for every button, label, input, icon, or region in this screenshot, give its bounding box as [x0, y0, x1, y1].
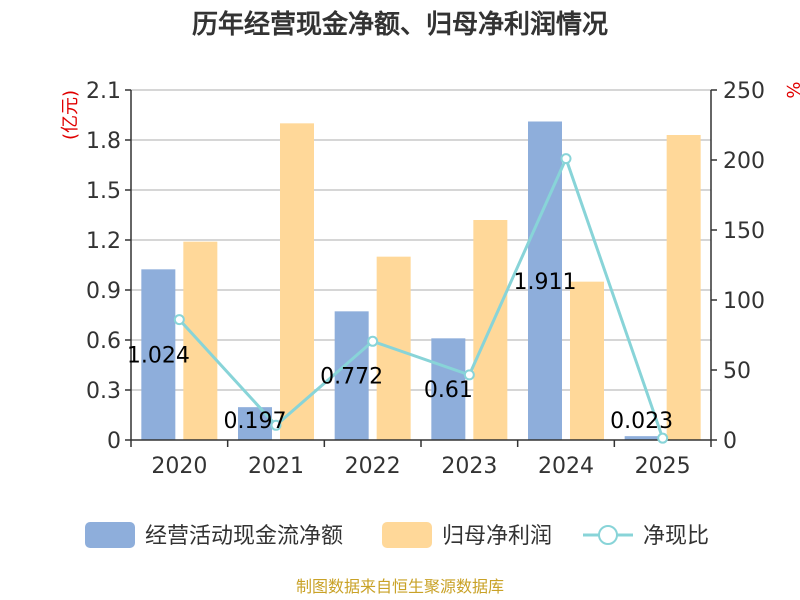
left-tick-label-3: 0.9 — [86, 279, 121, 304]
source-footer: 制图数据来自恒生聚源数据库 — [296, 577, 504, 596]
x-tick-label-2023: 2023 — [441, 454, 497, 479]
ratio-line — [178, 154, 665, 439]
cash-flow-label-2025: 0.023 — [610, 409, 673, 434]
net-profit-bar-2021 — [280, 123, 314, 440]
right-tick-label-4: 200 — [723, 149, 765, 174]
cash-flow-bar-2023 — [431, 338, 466, 440]
ratio-line-group — [173, 153, 669, 444]
left-tick-label-0: 0 — [107, 429, 121, 454]
cash-flow-label-2022: 0.772 — [320, 365, 383, 390]
cash-flow-bar-2020 — [141, 269, 176, 440]
cash-flow-bar-2025 — [624, 436, 659, 440]
bars-group — [141, 121, 701, 440]
legend-swatch-ratio-marker — [598, 525, 618, 545]
cash-flow-bar-2022 — [334, 311, 369, 440]
cash-flow-bar-2024 — [528, 121, 562, 440]
cash-flow-label-2021: 0.197 — [224, 409, 287, 434]
ratio-point-2024 — [560, 153, 572, 165]
ratio-point-2021 — [270, 419, 282, 431]
x-tick-label-2024: 2024 — [538, 454, 594, 479]
legend-swatch-net-profit — [382, 522, 432, 548]
data-labels-group: 1.024 0.197 0.772 0.61 1.911 0.023 — [127, 270, 673, 434]
right-axis-unit: % — [782, 81, 800, 98]
right-tick-label-0: 0 — [723, 429, 737, 454]
left-tick-label-4: 1.2 — [86, 229, 121, 254]
legend-label-cash-flow: 经营活动现金流净额 — [145, 524, 343, 549]
left-tick-label-1: 0.3 — [86, 379, 121, 404]
left-tick-label-2: 0.6 — [86, 329, 121, 354]
cash-flow-label-2024: 1.911 — [514, 270, 577, 295]
x-tick-label-2020: 2020 — [151, 454, 207, 479]
ratio-point-2022 — [367, 335, 379, 347]
left-axis-unit: (亿元) — [60, 90, 81, 140]
net-profit-bar-2024 — [570, 281, 604, 440]
right-tick-label-5: 250 — [723, 79, 765, 104]
axes-group: 0 0.3 0.6 0.9 1.2 1.5 1.8 2.1 0 50 100 150 200 250 202… — [86, 79, 765, 479]
net-profit-bar-2025 — [666, 135, 701, 440]
ratio-point-2025 — [657, 432, 669, 444]
cash-flow-label-2023: 0.61 — [424, 378, 473, 403]
left-tick-label-7: 2.1 — [86, 79, 121, 104]
ratio-point-2020 — [173, 314, 185, 326]
x-tick-label-2021: 2021 — [248, 454, 304, 479]
cash-flow-label-2020: 1.024 — [127, 344, 190, 369]
left-tick-label-6: 1.8 — [86, 129, 121, 154]
legend-label-net-profit: 归母净利润 — [442, 524, 552, 549]
right-tick-label-3: 150 — [723, 219, 765, 244]
legend-swatch-cash-flow — [85, 522, 135, 548]
right-tick-label-2: 100 — [723, 289, 765, 314]
right-tick-label-1: 50 — [723, 359, 751, 384]
left-tick-label-5: 1.5 — [86, 179, 121, 204]
chart-title: 历年经营现金净额、归母净利润情况 — [192, 9, 608, 40]
legend-label-ratio: 净现比 — [643, 524, 709, 549]
ratio-point-2023 — [463, 369, 475, 381]
x-tick-label-2025: 2025 — [635, 454, 691, 479]
x-tick-label-2022: 2022 — [345, 454, 401, 479]
gridlines — [131, 89, 711, 391]
legend: 经营活动现金流净额 归母净利润 净现比 — [85, 522, 709, 549]
